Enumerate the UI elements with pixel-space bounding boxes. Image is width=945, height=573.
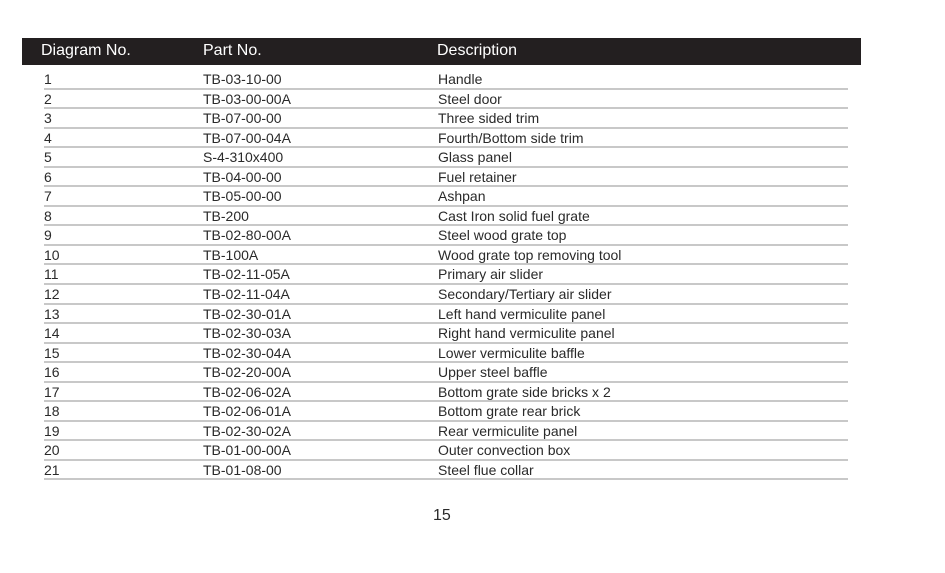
table-row: 18 TB-02-06-01A Bottom grate rear brick <box>44 402 848 422</box>
cell-diagram-no: 18 <box>44 403 60 420</box>
cell-part-no: TB-02-30-02A <box>203 422 291 439</box>
cell-part-no: TB-02-11-05A <box>203 266 290 283</box>
table-row: 9 TB-02-80-00A Steel wood grate top <box>44 226 848 246</box>
header-description: Description <box>437 42 518 59</box>
table-row: 13 TB-02-30-01A Left hand vermiculite pane… <box>44 305 848 325</box>
cell-description: Outer convection box <box>438 442 571 459</box>
cell-diagram-no: 14 <box>44 325 60 342</box>
cell-diagram-no: 7 <box>44 188 52 205</box>
cell-diagram-no: 12 <box>44 286 60 303</box>
parts-table: 1 TB-03-10-00 Handle 2 TB-03-00-00A Steel doo… <box>44 70 848 481</box>
header-diagram-no: Diagram No. <box>41 42 131 59</box>
cell-diagram-no: 17 <box>44 383 60 400</box>
page-number: 15 <box>433 507 451 524</box>
table-row: 21 TB-01-08-00 Steel flue collar <box>44 461 848 481</box>
cell-description: Wood grate top removing tool <box>438 246 622 263</box>
table-row: 16 TB-02-20-00A Upper steel baffle <box>44 363 848 383</box>
cell-part-no: S-4-310x400 <box>203 149 284 166</box>
cell-description: Fourth/Bottom side trim <box>438 129 584 146</box>
cell-description: Steel door <box>438 90 502 107</box>
table-row: 12 TB-02-11-04A Secondary/Tertiary air sli… <box>44 285 848 305</box>
cell-diagram-no: 11 <box>44 266 59 283</box>
cell-part-no: TB-03-00-00A <box>203 90 291 107</box>
cell-diagram-no: 10 <box>44 246 60 263</box>
cell-diagram-no: 2 <box>44 90 52 107</box>
cell-diagram-no: 16 <box>44 364 60 381</box>
cell-description: Glass panel <box>438 149 512 166</box>
table-row: 15 TB-02-30-04A Lower vermiculite baffle <box>44 344 848 364</box>
cell-diagram-no: 4 <box>44 129 52 146</box>
cell-description: Steel flue collar <box>438 461 534 478</box>
cell-part-no: TB-05-00-00 <box>203 188 282 205</box>
cell-description: Cast Iron solid fuel grate <box>438 207 590 224</box>
cell-part-no: TB-02-30-04A <box>203 344 291 361</box>
cell-part-no: TB-03-10-00 <box>203 71 282 87</box>
cell-diagram-no: 19 <box>44 422 60 439</box>
table-row: 19 TB-02-30-02A Rear vermiculite panel <box>44 422 848 442</box>
cell-diagram-no: 20 <box>44 442 60 459</box>
table-row: 1 TB-03-10-00 Handle <box>44 70 848 90</box>
table-row: 5 S-4-310x400 Glass panel <box>44 148 848 168</box>
table-row: 2 TB-03-00-00A Steel door <box>44 90 848 110</box>
cell-diagram-no: 1 <box>44 71 52 87</box>
cell-diagram-no: 13 <box>44 305 60 322</box>
cell-description: Bottom grate rear brick <box>438 403 581 420</box>
table-row: 4 TB-07-00-04A Fourth/Bottom side trim <box>44 129 848 149</box>
cell-diagram-no: 6 <box>44 168 52 185</box>
cell-part-no: TB-100A <box>203 246 259 263</box>
cell-diagram-no: 3 <box>44 110 52 127</box>
cell-description: Right hand vermiculite panel <box>438 325 615 342</box>
cell-part-no: TB-02-06-02A <box>203 383 291 400</box>
header-part-no: Part No. <box>203 42 262 59</box>
table-row: 7 TB-05-00-00 Ashpan <box>44 187 848 207</box>
cell-description: Three sided trim <box>438 110 540 127</box>
cell-part-no: TB-02-80-00A <box>203 227 291 244</box>
cell-description: Primary air slider <box>438 266 544 283</box>
cell-description: Left hand vermiculite panel <box>438 305 606 322</box>
table-row: 11 TB-02-11-05A Primary air slider <box>44 265 848 286</box>
cell-part-no: TB-01-08-00 <box>203 461 282 478</box>
cell-part-no: TB-02-20-00A <box>203 364 291 381</box>
cell-part-no: TB-02-30-01A <box>203 305 291 322</box>
cell-description: Secondary/Tertiary air slider <box>438 286 612 303</box>
cell-description: Ashpan <box>438 188 486 205</box>
cell-part-no: TB-02-11-04A <box>203 286 290 303</box>
cell-description: Upper steel baffle <box>438 364 548 381</box>
cell-description: Rear vermiculite panel <box>438 422 578 439</box>
cell-description: Handle <box>438 71 483 87</box>
cell-diagram-no: 8 <box>44 207 52 224</box>
cell-part-no: TB-200 <box>203 207 249 224</box>
cell-part-no: TB-04-00-00 <box>203 168 282 185</box>
table-row: 8 TB-200 Cast Iron solid fuel grate <box>44 207 848 227</box>
cell-diagram-no: 15 <box>44 344 60 361</box>
cell-diagram-no: 5 <box>44 149 52 166</box>
cell-part-no: TB-02-06-01A <box>203 403 291 420</box>
table-row: 17 TB-02-06-02A Bottom grate side bricks x… <box>44 383 848 403</box>
cell-part-no: TB-07-00-04A <box>203 129 291 146</box>
cell-description: Steel wood grate top <box>438 227 567 244</box>
cell-diagram-no: 9 <box>44 227 52 244</box>
cell-description: Fuel retainer <box>438 168 517 185</box>
cell-description: Lower vermiculite baffle <box>438 344 585 361</box>
table-row: 20 TB-01-00-00A Outer convection box <box>44 441 848 461</box>
cell-part-no: TB-01-00-00A <box>203 442 291 459</box>
table-row: 10 TB-100A Wood grate top removing tool <box>44 246 848 266</box>
cell-description: Bottom grate side bricks x 2 <box>438 383 611 400</box>
table-row: 14 TB-02-30-03A Right hand vermiculite pan… <box>44 324 848 344</box>
cell-part-no: TB-02-30-03A <box>203 325 291 342</box>
table-row: 3 TB-07-00-00 Three sided trim <box>44 109 848 129</box>
table-header: Diagram No. Part No. Description <box>22 38 861 65</box>
table-row: 6 TB-04-00-00 Fuel retainer <box>44 168 848 188</box>
cell-diagram-no: 21 <box>44 461 60 478</box>
cell-part-no: TB-07-00-00 <box>203 110 282 127</box>
